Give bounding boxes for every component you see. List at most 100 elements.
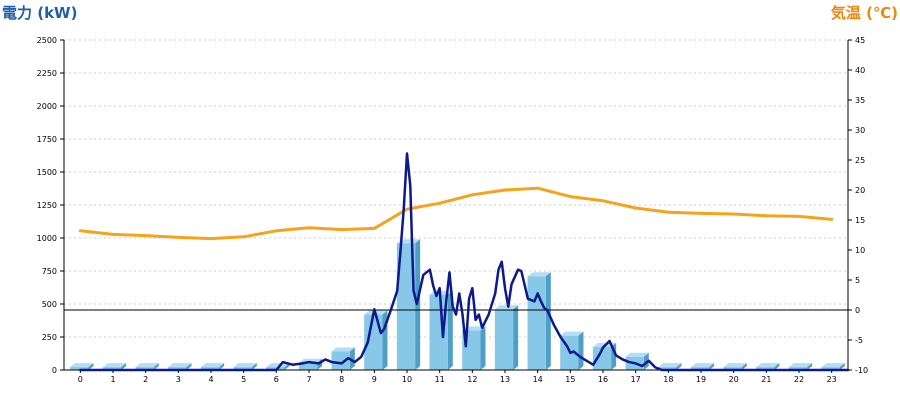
y-right-tick-label: 40 [855,66,865,75]
power-bar-side [578,331,584,370]
power-bar [429,294,448,370]
y-left-tick-label: 1500 [37,168,57,177]
grid-lines [64,39,848,338]
power-bar-top [788,363,813,368]
y-left-tick-label: 1250 [37,201,57,210]
y-left-tick-label: 500 [42,300,57,309]
y-left-tick-label: 2250 [37,69,57,78]
power-bar [298,362,318,370]
x-tick-label: 16 [598,375,608,384]
power-bar [723,367,742,370]
x-tick-label: 18 [663,375,673,384]
y-left-tick-label: 750 [42,267,57,276]
y-right-tick-label: 10 [855,246,865,255]
power-bar [756,367,775,370]
power-bar [396,243,416,370]
power-bar-top [756,363,780,368]
x-tick-label: 17 [631,375,641,384]
power-bar-side [676,363,682,370]
power-bar [494,309,514,370]
x-tick-label: 13 [500,375,510,384]
power-bar-side [349,347,355,370]
x-tick-label: 21 [761,375,771,384]
y-left-axis-title: 電力 (kW) [2,4,77,22]
y-right-tick-label: 25 [855,156,865,165]
power-bar [135,367,154,370]
power-bar [788,367,808,370]
power-bar-side [88,363,94,370]
power-bar-top [560,331,584,336]
power-bar [168,367,187,370]
power-bar-top [233,363,257,368]
power-bar-side [447,290,453,370]
power-bar-top [625,352,649,357]
y-left-tick-label: 0 [52,366,57,375]
power-bar [527,276,546,370]
power-bar-top [396,239,421,244]
power-bar-side [219,363,225,370]
y-right-axis-title: 気温 (℃) [831,4,898,22]
power-bar-side [186,363,192,370]
power-bar-top [200,363,225,368]
y-left-tick-label: 250 [42,333,57,342]
series-lines [78,152,850,372]
power-bar-top [266,363,290,368]
power-bar-top [168,363,192,368]
power-bar [364,314,383,370]
y-right-tick-label: 35 [855,96,865,105]
power-bar-side [807,363,813,370]
x-tick-label: 23 [827,375,837,384]
x-tick-label: 10 [402,375,412,384]
power-bar-top [102,363,127,368]
power-bar-top [494,305,519,310]
x-tick-label: 20 [729,375,739,384]
power-bar-top [70,363,94,368]
x-tick-label: 5 [241,375,246,384]
power-bar-top [723,363,747,368]
power-bar [690,367,710,370]
x-tick-label: 19 [696,375,706,384]
power-bar [331,351,350,370]
power-bar-side [153,363,159,370]
power-bar-side [513,305,519,370]
power-bar-side [774,363,780,370]
power-bar-top [821,363,845,368]
power-bar-top [135,363,159,368]
power-bar-top [331,347,355,352]
power-bar-side [284,363,290,370]
y-left-tick-label: 2500 [37,36,57,45]
power-bar [266,367,285,370]
power-bar-side [545,272,551,370]
x-tick-label: 0 [78,375,83,384]
power-bar-side [741,363,747,370]
power-bar-side [480,326,486,370]
y-right-tick-label: 20 [855,186,865,195]
x-tick-label: 7 [306,375,311,384]
x-tick-label: 15 [565,375,575,384]
x-tick-label: 8 [339,375,344,384]
power-bar-side [839,363,845,370]
x-tick-label: 2 [143,375,148,384]
y-right-tick-label: 15 [855,216,865,225]
power-bar [233,367,252,370]
power-bar-side [709,363,715,370]
y-right-tick-label: -5 [855,336,863,345]
power-bar [102,367,122,370]
x-tick-label: 4 [208,375,213,384]
x-tick-label: 6 [274,375,279,384]
power-bar-top [658,363,682,368]
x-tick-label: 3 [176,375,181,384]
x-tick-label: 11 [435,375,445,384]
y-right-tick-label: 0 [855,306,860,315]
y-right-tick-label: 30 [855,126,865,135]
power-bar-top [527,272,551,277]
y-right-tick-label: 45 [855,36,865,45]
y-right-tick-label: -10 [855,366,868,375]
x-tick-label: 1 [110,375,115,384]
power-bar-side [121,363,127,370]
power-line [79,152,850,372]
power-bar [200,367,220,370]
y-left-tick-label: 2000 [37,102,57,111]
y-right-tick-label: 5 [855,276,860,285]
power-bar-top [690,363,715,368]
